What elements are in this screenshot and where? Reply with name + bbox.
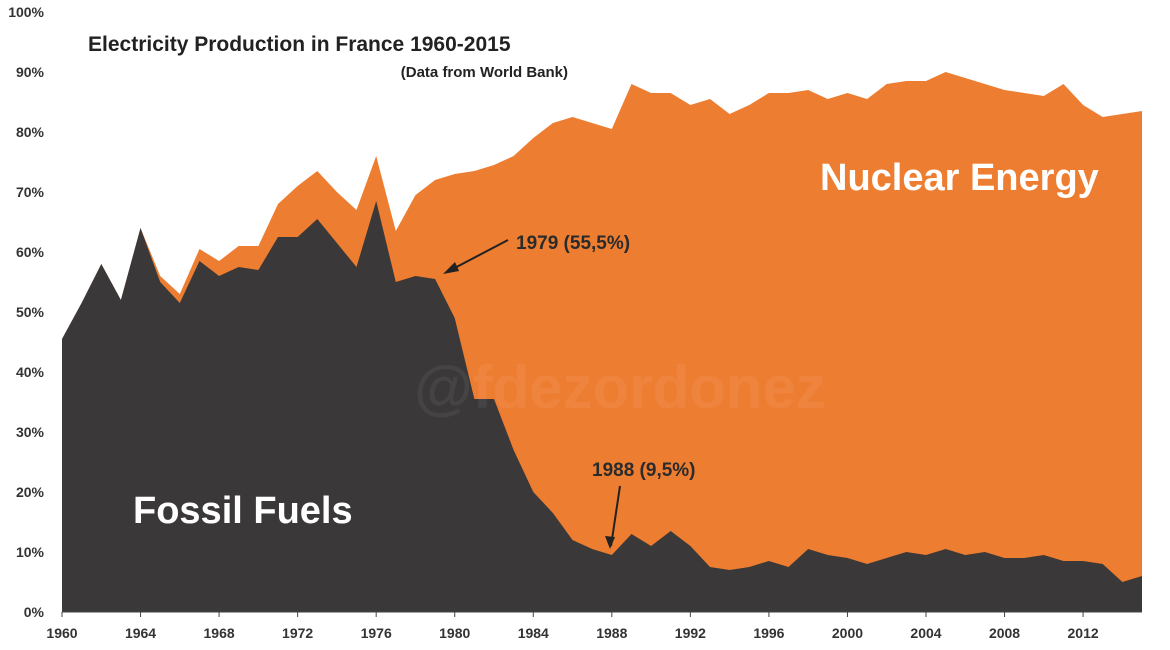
annotations: 1979 (55,5%) 1988 (9,5%) — [443, 233, 696, 549]
x-tick-label: 1960 — [46, 625, 77, 641]
x-tick-label: 1968 — [204, 625, 235, 641]
annotation-arrow-1988 — [610, 485, 621, 547]
annotation-arrow-1979 — [446, 239, 509, 273]
x-tick-label: 2008 — [989, 625, 1020, 641]
x-tick-label: 1964 — [125, 625, 156, 641]
y-tick-label: 90% — [16, 64, 45, 80]
y-tick-label: 70% — [16, 184, 45, 200]
y-tick-label: 10% — [16, 544, 45, 560]
y-tick-label: 50% — [16, 304, 45, 320]
x-tick-label: 2000 — [832, 625, 863, 641]
x-tick-label: 1992 — [675, 625, 706, 641]
x-tick-label: 1988 — [596, 625, 627, 641]
annotation-arrowhead-1988 — [605, 536, 615, 549]
y-tick-label: 30% — [16, 424, 45, 440]
y-axis-ticks: 0% 10% 20% 30% 40% 50% 60% 70% 80% 90% 100% — [8, 4, 44, 620]
x-tick-label: 1984 — [518, 625, 549, 641]
y-tick-label: 80% — [16, 124, 45, 140]
x-tick-label: 1980 — [439, 625, 470, 641]
nuclear-energy-label: Nuclear Energy — [820, 157, 1099, 199]
y-tick-label: 40% — [16, 364, 45, 380]
chart-subtitle: (Data from World Bank) — [401, 64, 568, 81]
y-tick-label: 100% — [8, 4, 44, 20]
x-tick-label: 1996 — [753, 625, 784, 641]
x-tick-label: 2012 — [1068, 625, 1099, 641]
chart-title: Electricity Production in France 1960-20… — [88, 33, 511, 56]
y-tick-label: 20% — [16, 484, 45, 500]
y-tick-label: 0% — [24, 604, 45, 620]
fossil-fuels-area — [62, 201, 1142, 612]
annotation-1979: 1979 (55,5%) — [516, 233, 630, 254]
x-axis-ticks: 1960 1964 1968 1972 1976 1980 1984 1988 1992 1996… — [46, 612, 1099, 641]
watermark-text: @fdezordonez — [414, 354, 826, 421]
x-tick-label: 1972 — [282, 625, 313, 641]
x-tick-label: 1976 — [361, 625, 392, 641]
x-tick-label: 2004 — [910, 625, 941, 641]
fossil-fuels-label: Fossil Fuels — [133, 490, 353, 532]
y-tick-label: 60% — [16, 244, 45, 260]
annotation-1988: 1988 (9,5%) — [592, 460, 696, 481]
annotation-arrowhead-1979 — [443, 262, 459, 274]
